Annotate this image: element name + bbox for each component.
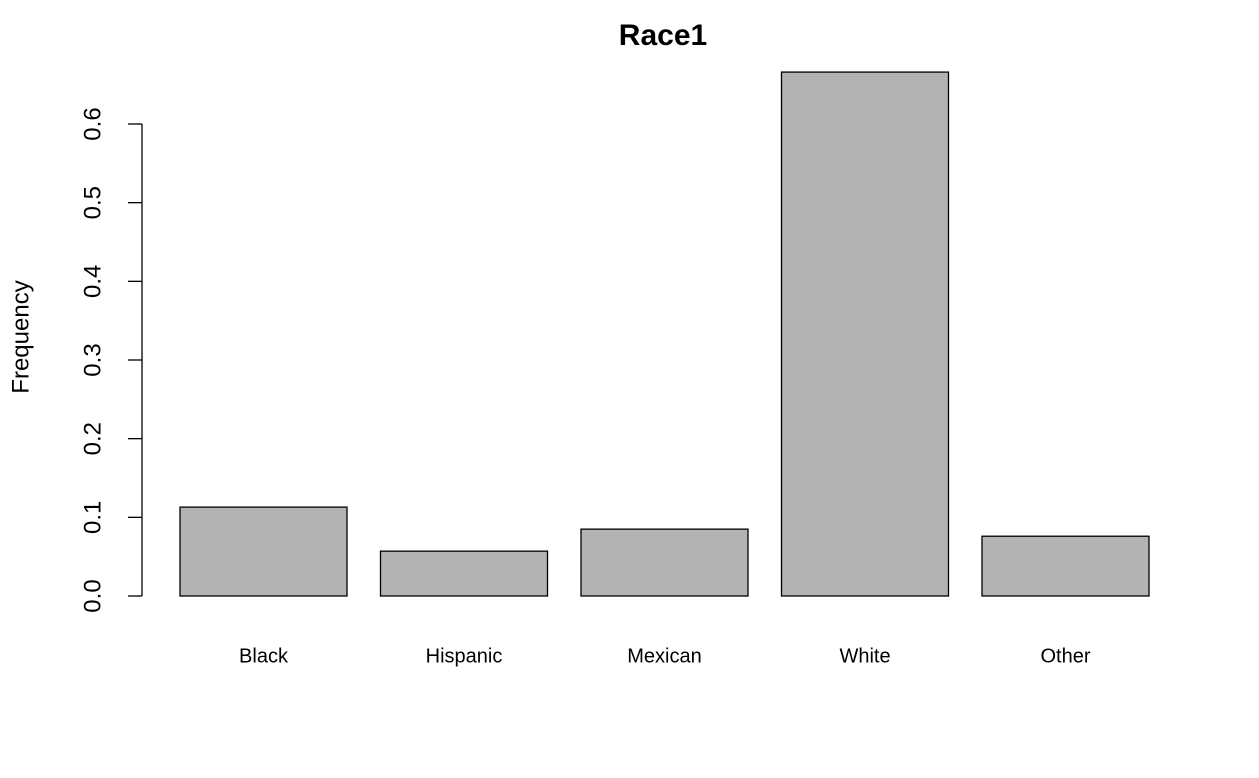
y-tick-label: 0.0 [79,579,106,612]
bar [379,550,549,597]
y-tick-label: 0.6 [79,107,106,140]
x-tick-label: Black [239,645,289,667]
y-tick-label: 0.3 [79,343,106,376]
x-tick-label: White [839,645,890,667]
y-tick-label: 0.5 [79,186,106,219]
y-tick-label: 0.1 [79,501,106,534]
bar [780,71,950,597]
x-tick-label: Other [1040,645,1090,667]
x-tick-label: Hispanic [426,645,503,667]
chart-title: Race1 [619,19,707,52]
bar [981,535,1150,597]
y-axis-label: Frequency [7,280,34,393]
y-tick-label: 0.2 [79,422,106,455]
bar [179,506,348,597]
bar [580,528,749,597]
y-tick-label: 0.4 [79,265,106,298]
x-tick-label: Mexican [627,645,701,667]
